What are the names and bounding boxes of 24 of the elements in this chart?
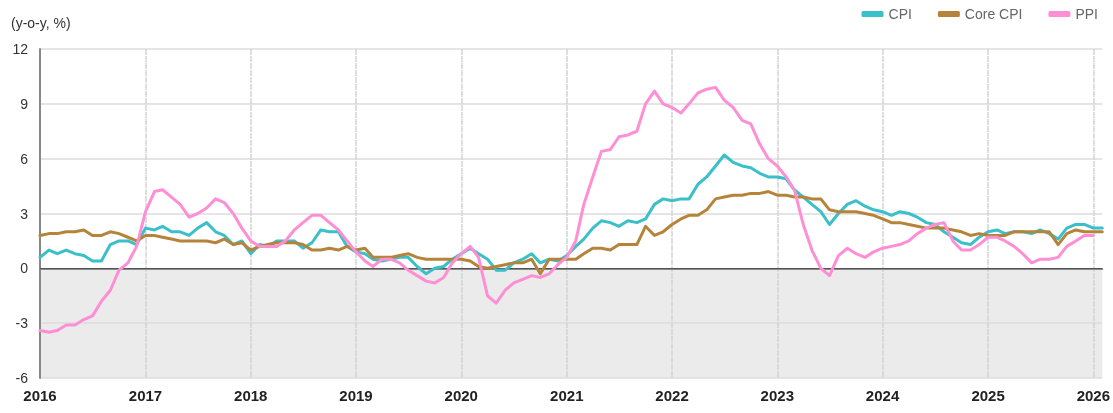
y-tick-label: 6 [20, 150, 29, 167]
legend-label: Core CPI [964, 6, 1023, 22]
x-tick-label: 2016 [23, 387, 57, 404]
line-series [38, 85, 1095, 334]
y-tick-label: 3 [20, 205, 29, 222]
x-tick-label: 2019 [339, 387, 373, 404]
x-tick-label: 2024 [865, 387, 900, 404]
y-tick-label: -3 [15, 315, 29, 332]
x-tick-label: 2020 [444, 387, 478, 404]
y-tick-label: -6 [15, 370, 29, 386]
y-axis-title: (y-o-y, %) [11, 15, 71, 31]
x-tick-label: 2025 [971, 387, 1005, 404]
x-tick-label: 2022 [655, 387, 689, 404]
x-tick-label: 2017 [128, 387, 163, 404]
x-tick-label: 2023 [760, 387, 794, 404]
legend-label: PPI [1075, 6, 1099, 22]
y-tick-label: 12 [12, 41, 29, 57]
y-tick-label: 0 [20, 260, 29, 277]
y-tick-label: 9 [20, 95, 29, 112]
x-tick-label: 2021 [550, 387, 584, 404]
x-tick-label: 2018 [234, 387, 268, 404]
line-series [38, 190, 1104, 276]
x-tick-label: 2026 [1076, 387, 1110, 404]
legend-label: CPI [888, 6, 912, 22]
